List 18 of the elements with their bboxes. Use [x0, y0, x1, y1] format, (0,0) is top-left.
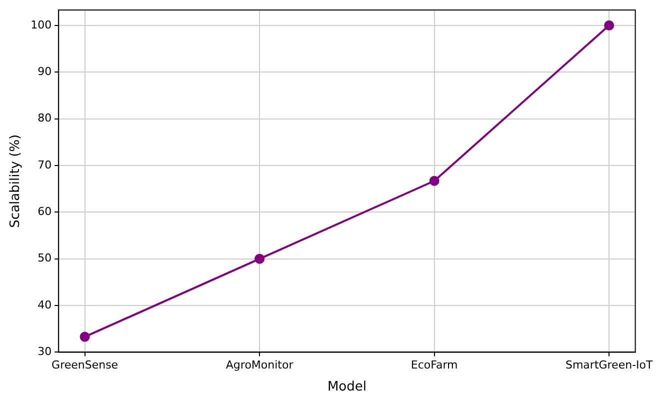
y-tick-label: 60: [38, 205, 52, 218]
y-axis-title: Scalability (%): [8, 134, 24, 228]
x-tick-label: SmartGreen-IoT: [565, 358, 654, 372]
point: [254, 254, 265, 264]
x-axis-title: Model: [327, 380, 366, 395]
y-tick-label: 50: [38, 252, 52, 265]
point: [80, 332, 90, 342]
x-tick-label: GreenSense: [52, 358, 118, 372]
x-tick-label: AgroMonitor: [226, 358, 294, 372]
y-tick-label: 30: [38, 345, 52, 358]
y-tick-label: 100: [30, 18, 52, 32]
point: [604, 20, 614, 30]
y-tick-label: 90: [38, 64, 52, 78]
y-tick-label: 40: [38, 298, 52, 312]
point: [429, 176, 440, 186]
y-tick-label: 70: [38, 158, 52, 172]
x-tick-label: EcoFarm: [410, 358, 458, 372]
y-tick-label: 80: [38, 112, 52, 125]
